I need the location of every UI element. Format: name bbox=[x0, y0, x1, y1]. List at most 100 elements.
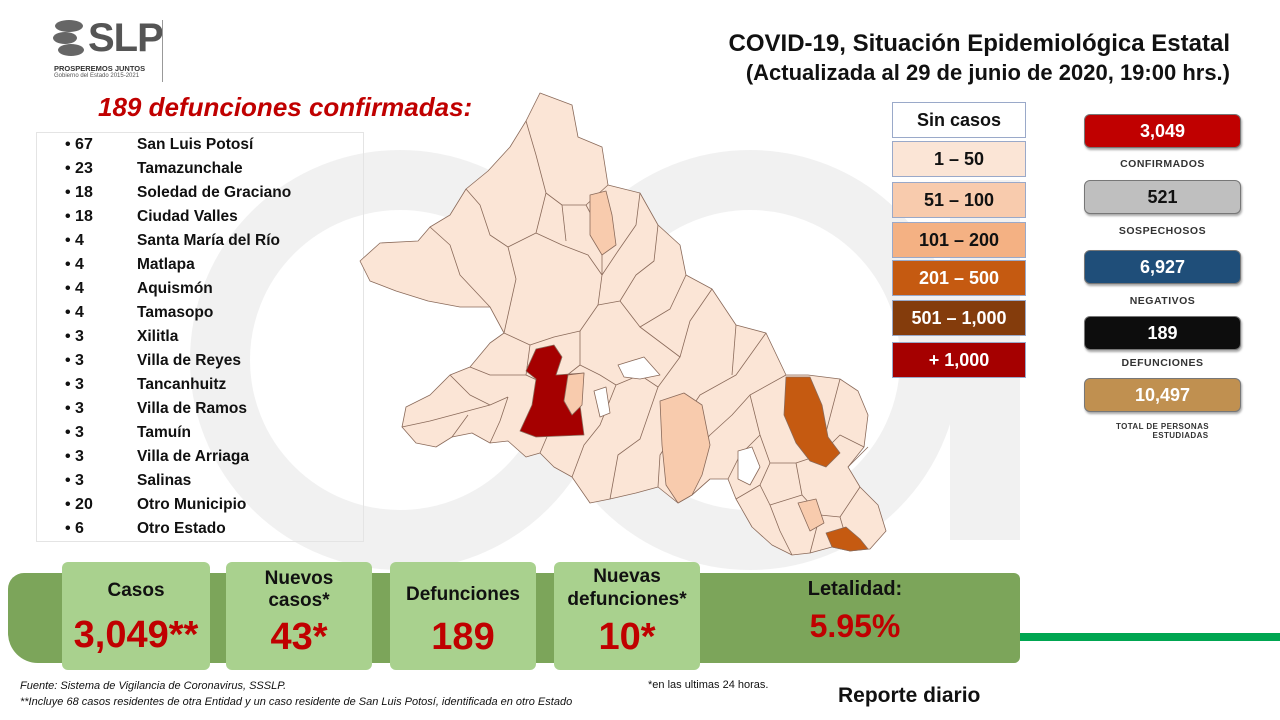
card-nuevos-casos-title-2: casos* bbox=[268, 590, 330, 611]
municipality-name: Tamazunchale bbox=[137, 160, 243, 177]
municipality-name: Tamasopo bbox=[137, 304, 214, 321]
map-region-no-cases-1 bbox=[617, 356, 661, 380]
death-row: • 3 Xilitla bbox=[37, 325, 363, 349]
state-map bbox=[359, 92, 887, 556]
logo-brand: SLP bbox=[88, 16, 164, 60]
municipality-name: Tancanhuitz bbox=[137, 376, 227, 393]
legend-item: 101 – 200 bbox=[892, 222, 1026, 258]
logo-tagline: PROSPEREMOS JUNTOS bbox=[54, 64, 146, 73]
letalidad-title: Letalidad: bbox=[807, 578, 903, 600]
card-defunciones-title: Defunciones bbox=[405, 584, 521, 605]
logo-divider bbox=[162, 20, 163, 82]
municipality-name: Soledad de Graciano bbox=[137, 184, 292, 201]
death-count: • 3 bbox=[65, 472, 84, 489]
municipality-name: San Luis Potosí bbox=[137, 136, 254, 153]
map-region-no-cases-3 bbox=[593, 386, 611, 418]
stat-label: CONFIRMADOS bbox=[1120, 158, 1205, 170]
municipality-name: Tamuín bbox=[137, 424, 191, 441]
municipality-name: Xilitla bbox=[137, 328, 179, 345]
death-row: • 4 Tamasopo bbox=[37, 301, 363, 325]
footnote-24h: *en las ultimas 24 horas. bbox=[648, 679, 769, 691]
municipality-name: Villa de Reyes bbox=[137, 352, 241, 369]
death-row: • 3 Villa de Ramos bbox=[37, 397, 363, 421]
death-row: • 23 Tamazunchale bbox=[37, 157, 363, 181]
municipality-name: Otro Estado bbox=[137, 520, 226, 537]
map-region-ciudad-valles bbox=[783, 376, 841, 468]
stat-label: DEFUNCIONES bbox=[1121, 357, 1204, 369]
municipality-name: Ciudad Valles bbox=[137, 208, 238, 225]
card-nuevos-casos: Nuevos casos* 43* bbox=[226, 562, 372, 670]
death-row: • 3 Villa de Reyes bbox=[37, 349, 363, 373]
card-nuevas-def-value: 10* bbox=[598, 616, 656, 658]
death-count: • 4 bbox=[65, 280, 84, 297]
stat-label: NEGATIVOS bbox=[1129, 295, 1196, 307]
death-row: • 67 San Luis Potosí bbox=[37, 133, 363, 157]
stat-value: 6,927 bbox=[1084, 250, 1241, 284]
death-row: • 3 Villa de Arriaga bbox=[37, 445, 363, 469]
map-region-51-100-north bbox=[589, 190, 617, 256]
page-subtitle: (Actualizada al 29 de junio de 2020, 19:… bbox=[745, 60, 1230, 85]
map-region-slp-capital bbox=[519, 344, 585, 438]
death-count: • 18 bbox=[65, 208, 93, 225]
letalidad-value: 5.95% bbox=[809, 608, 901, 644]
legend-item: 501 – 1,000 bbox=[892, 300, 1026, 336]
card-nuevos-casos-value: 43* bbox=[270, 616, 328, 658]
card-defunciones-value: 189 bbox=[431, 616, 495, 658]
death-row: • 18 Ciudad Valles bbox=[37, 205, 363, 229]
footer-source: Fuente: Sistema de Vigilancia de Coronav… bbox=[20, 680, 287, 692]
card-casos: Casos 3,049** bbox=[62, 562, 210, 670]
municipality-name: Matlapa bbox=[137, 256, 195, 273]
death-count: • 23 bbox=[65, 160, 93, 177]
death-count: • 3 bbox=[65, 448, 84, 465]
map-region-tamazunchale bbox=[825, 526, 869, 552]
death-count: • 3 bbox=[65, 352, 84, 369]
card-nuevas-def-title-1: Nuevas bbox=[593, 566, 661, 587]
stat-label: ESTUDIADAS bbox=[1152, 431, 1209, 440]
card-nuevos-casos-title-1: Nuevos bbox=[264, 568, 334, 589]
slp-emblem-icon bbox=[53, 20, 84, 56]
legend-item: 201 – 500 bbox=[892, 260, 1026, 296]
death-count: • 3 bbox=[65, 376, 84, 393]
municipality-name: Salinas bbox=[137, 472, 192, 489]
municipality-name: Santa María del Río bbox=[137, 232, 280, 249]
card-nuevas-def-title-2: defunciones* bbox=[567, 589, 687, 610]
death-count: • 67 bbox=[65, 136, 93, 153]
death-row: • 3 Tancanhuitz bbox=[37, 373, 363, 397]
card-casos-value: 3,049** bbox=[73, 614, 199, 656]
death-count: • 20 bbox=[65, 496, 93, 513]
card-nuevas-defunciones: Nuevas defunciones* 10* bbox=[554, 562, 700, 670]
legend-item: 51 – 100 bbox=[892, 182, 1026, 218]
death-row: • 3 Salinas bbox=[37, 469, 363, 493]
death-count: • 3 bbox=[65, 400, 84, 417]
map-region-base bbox=[359, 92, 887, 556]
banner-accent-line bbox=[1020, 633, 1280, 641]
slp-logo: SLP PROSPEREMOS JUNTOS Gobierno del Esta… bbox=[48, 14, 173, 84]
death-row: • 18 Soledad de Graciano bbox=[37, 181, 363, 205]
death-count: • 3 bbox=[65, 328, 84, 345]
card-casos-title: Casos bbox=[107, 580, 165, 601]
municipality-name: Villa de Ramos bbox=[137, 400, 247, 417]
stat-label: TOTAL DE PERSONAS bbox=[1115, 422, 1210, 431]
death-count: • 4 bbox=[65, 232, 84, 249]
deaths-list: • 67 San Luis Potosí • 23 Tamazunchale • 18 S… bbox=[36, 132, 364, 542]
map-region-soledad bbox=[563, 372, 585, 416]
report-label: Reporte diario bbox=[838, 684, 981, 707]
death-row: • 4 Santa María del Río bbox=[37, 229, 363, 253]
death-row: • 3 Tamuín bbox=[37, 421, 363, 445]
stat-value: 189 bbox=[1084, 316, 1241, 350]
death-count: • 6 bbox=[65, 520, 84, 537]
map-region-rioverde bbox=[659, 392, 711, 504]
death-count: • 4 bbox=[65, 304, 84, 321]
death-row: • 20 Otro Municipio bbox=[37, 493, 363, 517]
deaths-heading: 189 defunciones confirmadas: bbox=[98, 92, 473, 122]
municipality-name: Villa de Arriaga bbox=[137, 448, 249, 465]
death-row: • 4 Aquismón bbox=[37, 277, 363, 301]
stat-value: 521 bbox=[1084, 180, 1241, 214]
death-row: • 4 Matlapa bbox=[37, 253, 363, 277]
map-region-huasteca-51-100 bbox=[797, 498, 825, 532]
page-title: COVID-19, Situación Epidemiológica Estat… bbox=[728, 30, 1230, 57]
map-region-no-cases-2 bbox=[737, 446, 761, 486]
legend-item: + 1,000 bbox=[892, 342, 1026, 378]
logo-subtitle: Gobierno del Estado 2015-2021 bbox=[54, 73, 140, 79]
municipality-name: Aquismón bbox=[137, 280, 213, 297]
